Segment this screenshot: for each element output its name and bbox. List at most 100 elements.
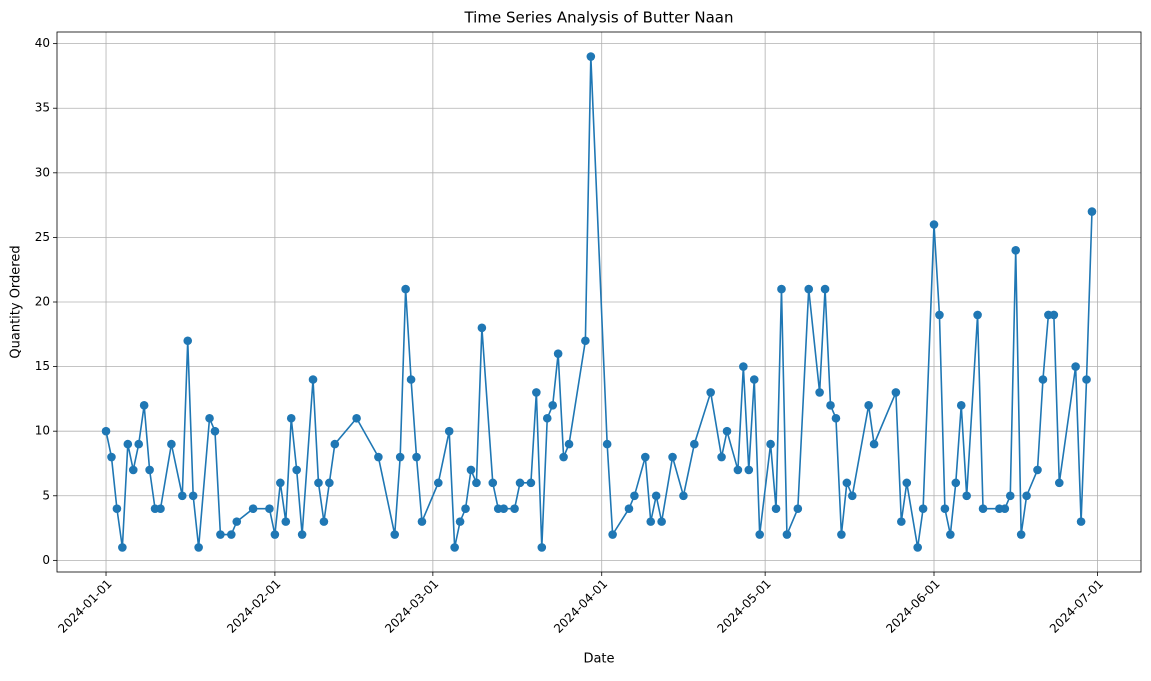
point [864, 401, 873, 410]
point [771, 504, 781, 513]
point [499, 504, 508, 513]
point [739, 362, 748, 371]
point [651, 491, 661, 501]
point [330, 439, 340, 449]
point [374, 452, 383, 462]
point [804, 284, 814, 294]
y-tick-label: 20 [35, 295, 50, 309]
y-tick-label: 5 [42, 488, 50, 502]
point [450, 543, 459, 552]
point [548, 401, 557, 410]
point [352, 413, 361, 423]
point [902, 478, 912, 488]
y-tick-label: 10 [35, 424, 50, 438]
point [265, 504, 274, 513]
point [472, 478, 481, 488]
y-axis-label: Quantity Ordered [9, 245, 24, 358]
point [744, 465, 754, 475]
point [717, 452, 726, 462]
point [134, 439, 144, 449]
point [962, 491, 971, 501]
chart-title: Time Series Analysis of Butter Naan [463, 9, 733, 27]
point [139, 401, 149, 410]
x-tick-label: 2024-03-01 [382, 577, 441, 636]
point [395, 452, 405, 462]
point [815, 388, 824, 397]
point [820, 284, 830, 294]
point [602, 439, 612, 449]
y-tick-label: 35 [35, 101, 50, 115]
point [444, 426, 454, 436]
point [216, 530, 225, 539]
point [118, 543, 127, 552]
point [668, 452, 677, 462]
point [1076, 517, 1086, 526]
point [1022, 491, 1031, 501]
x-tick-label: 2024-07-01 [1047, 577, 1106, 636]
point [793, 504, 803, 513]
point [586, 52, 596, 61]
point [248, 504, 258, 513]
point [940, 504, 950, 513]
point [319, 517, 329, 526]
point [1049, 310, 1059, 320]
point [706, 388, 715, 397]
point [913, 543, 922, 552]
point [847, 491, 857, 501]
point [510, 504, 519, 513]
point [869, 439, 879, 449]
point [128, 465, 138, 475]
point [297, 530, 307, 539]
point [766, 439, 775, 449]
point [167, 439, 176, 449]
point [1038, 375, 1048, 384]
point [455, 517, 465, 526]
point [946, 530, 955, 539]
point [973, 310, 982, 320]
point [782, 530, 792, 539]
point [581, 336, 590, 346]
point [777, 284, 786, 294]
point [564, 439, 574, 449]
point [276, 478, 285, 488]
point [286, 413, 296, 423]
x-tick-label: 2024-02-01 [224, 577, 283, 636]
point [488, 478, 498, 488]
plot-frame [56, 31, 1142, 573]
point [325, 478, 334, 488]
point [1033, 465, 1042, 475]
point [956, 401, 966, 410]
point [292, 465, 301, 475]
point [101, 426, 111, 436]
point [749, 375, 759, 384]
point [227, 530, 236, 539]
point [401, 284, 410, 294]
x-tick-label: 2024-04-01 [551, 577, 610, 636]
point [145, 465, 154, 475]
point [918, 504, 928, 513]
point [646, 517, 656, 526]
point [477, 323, 487, 333]
point [112, 504, 122, 513]
point [1054, 478, 1064, 488]
point [722, 426, 732, 436]
x-axis-label: Date [583, 652, 614, 667]
point [624, 504, 634, 513]
point [608, 530, 617, 539]
point [434, 478, 443, 488]
point [1000, 504, 1010, 513]
point [679, 491, 688, 501]
point [183, 336, 193, 346]
point [1087, 207, 1097, 216]
point [466, 465, 476, 475]
point [951, 478, 961, 488]
point [978, 504, 988, 513]
y-tick-label: 40 [35, 36, 50, 50]
point [630, 491, 639, 501]
point [188, 491, 198, 501]
point [1082, 375, 1091, 384]
point [657, 517, 666, 526]
point [1011, 246, 1021, 255]
point [935, 310, 944, 320]
point [553, 349, 563, 358]
